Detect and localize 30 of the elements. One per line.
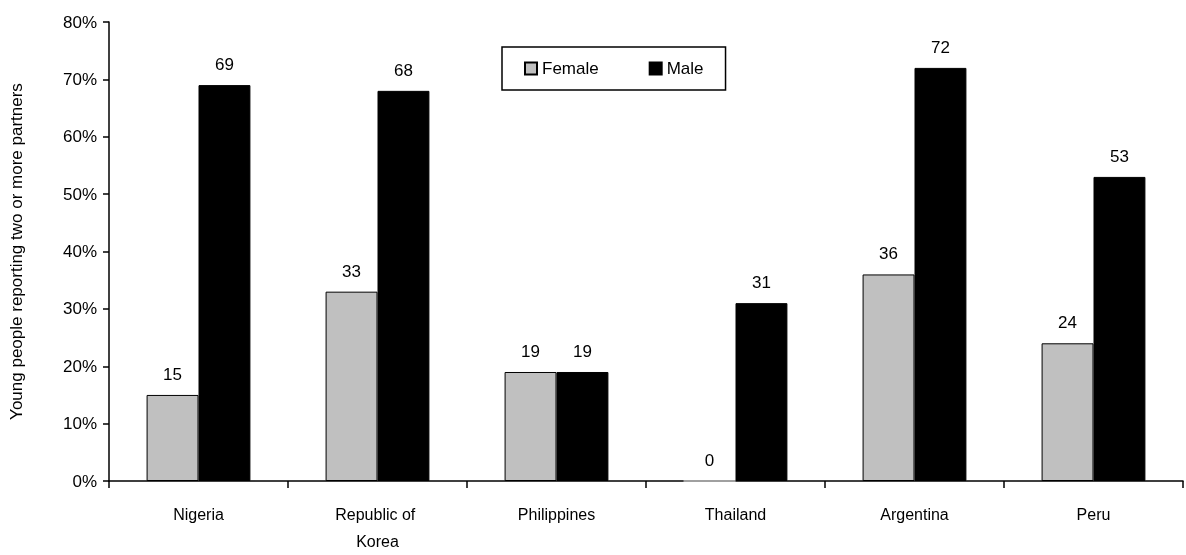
data-label: 69	[214, 55, 234, 75]
y-tick-label: 10%	[62, 414, 97, 434]
data-label: 15	[163, 364, 183, 384]
x-tick-label: Nigeria	[173, 506, 224, 523]
y-tick-label: 30%	[62, 299, 97, 319]
data-label: 24	[1058, 313, 1078, 333]
y-tick-label: 0%	[72, 471, 97, 491]
data-label: 72	[930, 37, 950, 57]
x-tick-label: Thailand	[704, 506, 767, 523]
legend-label: Female	[542, 59, 599, 78]
x-tick-label: Peru	[1076, 506, 1111, 523]
data-label: 33	[342, 261, 362, 281]
y-axis-title: Young people reporting two or more partners	[7, 83, 26, 420]
data-label: 36	[879, 244, 899, 264]
data-label: 53	[1109, 146, 1129, 166]
y-tick-label: 50%	[62, 184, 97, 204]
x-tick-label: Philippines	[517, 506, 596, 523]
y-tick-label: 70%	[62, 69, 97, 89]
data-label: 31	[751, 273, 771, 293]
y-tick-label: 40%	[62, 242, 97, 261]
data-label: 0	[704, 450, 715, 470]
x-tick-label: Republic of Korea	[335, 506, 420, 550]
data-label: 19	[521, 341, 541, 361]
x-tick-label: Argentina	[880, 506, 949, 523]
data-label: 19	[572, 341, 592, 361]
y-tick-label: 60%	[62, 127, 97, 147]
y-tick-label: 80%	[62, 12, 97, 32]
data-label: 68	[393, 60, 413, 80]
legend-label: Male	[666, 59, 704, 78]
y-tick-label: 20%	[62, 356, 97, 376]
